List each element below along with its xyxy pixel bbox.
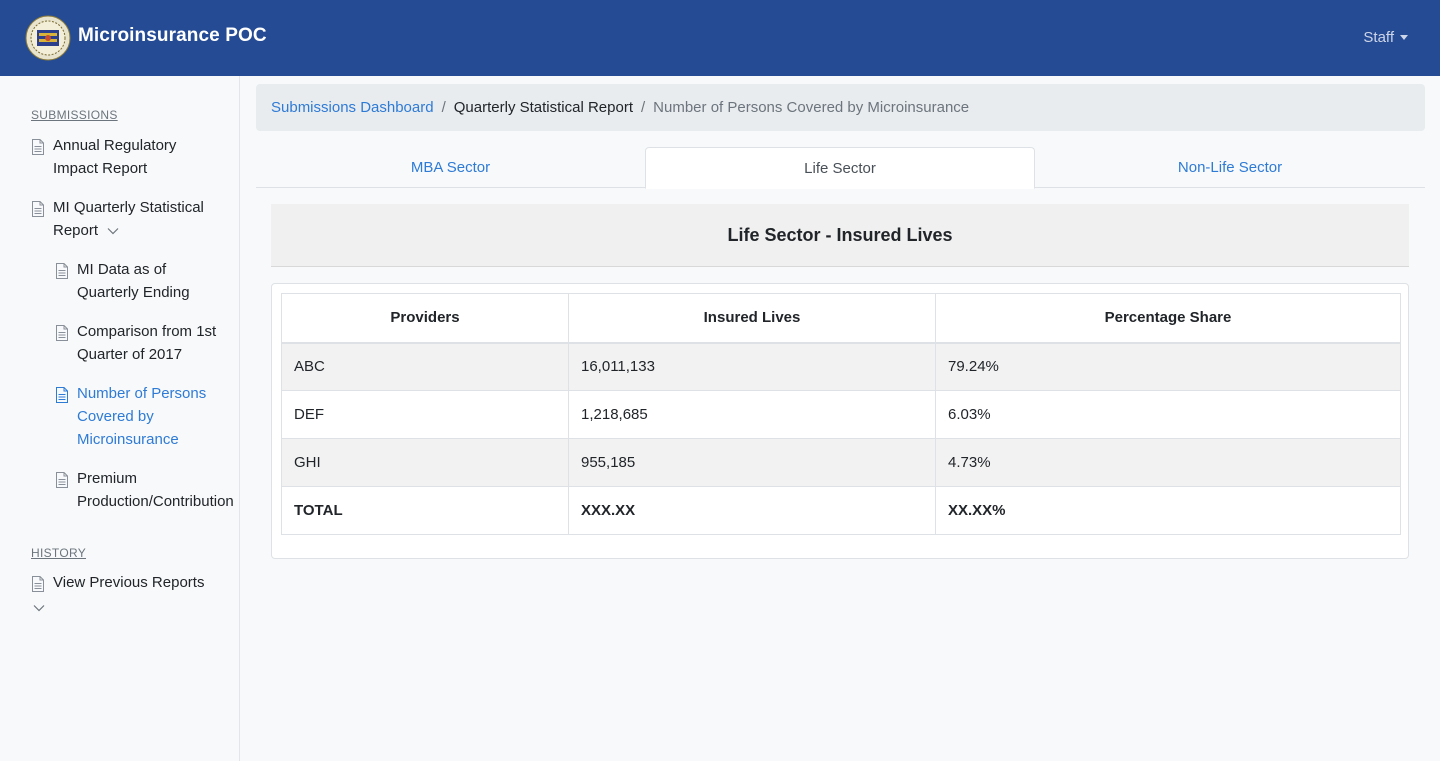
document-icon <box>56 263 68 279</box>
sidebar-item-premium-production[interactable]: Premium Production/Contribution <box>55 467 234 513</box>
document-icon <box>32 201 44 217</box>
user-menu-dropdown[interactable]: Staff <box>1363 29 1408 46</box>
tab-non-life-sector[interactable]: Non-Life Sector <box>1177 159 1283 176</box>
caret-down-icon <box>1400 35 1408 40</box>
document-icon <box>56 472 68 488</box>
breadcrumb-current: Number of Persons Covered by Microinsura… <box>653 99 970 116</box>
sidebar-item-label: MI Quarterly Statistical Report <box>53 199 204 239</box>
cell-insured-lives: XXX.XX <box>568 486 936 535</box>
sidebar-item-label: Comparison from 1st Quarter of 2017 <box>77 323 217 363</box>
sidebar-item-label: View Previous Reports <box>53 574 205 591</box>
sidebar-item-label: MI Data as of Quarterly Ending <box>77 261 190 301</box>
cell-provider: GHI <box>281 438 569 487</box>
cell-percentage-share: 79.24% <box>935 342 1401 391</box>
tab-life-sector[interactable]: Life Sector <box>645 147 1035 189</box>
cell-percentage-share: 4.73% <box>935 438 1401 487</box>
cell-insured-lives: 16,011,133 <box>568 342 936 391</box>
sidebar-item-annual-regulatory-impact-report[interactable]: Annual Regulatory Impact Report <box>31 134 221 180</box>
tab-mba-sector[interactable]: MBA Sector <box>410 159 491 176</box>
breadcrumb-separator: / <box>441 99 446 116</box>
sidebar-item-mi-quarterly-statistical-report[interactable]: MI Quarterly Statistical Report <box>31 196 221 242</box>
document-icon <box>32 576 44 592</box>
table-row: GHI 955,185 4.73% <box>281 438 1401 487</box>
table-header-row: Providers Insured Lives Percentage Share <box>281 293 1401 344</box>
chevron-down-icon[interactable] <box>107 227 119 235</box>
sidebar-item-mi-data-quarterly-ending[interactable]: MI Data as of Quarterly Ending <box>55 258 225 304</box>
cell-insured-lives: 955,185 <box>568 438 936 487</box>
table-total-row: TOTAL XXX.XX XX.XX% <box>281 486 1401 535</box>
report-table-card: Providers Insured Lives Percentage Share… <box>271 283 1409 559</box>
sidebar-item-comparison-q1-2017[interactable]: Comparison from 1st Quarter of 2017 <box>55 320 225 366</box>
document-icon <box>32 139 44 155</box>
sidebar: SUBMISSIONS Annual Regulatory Impact Rep… <box>0 76 240 761</box>
insured-lives-table: Providers Insured Lives Percentage Share… <box>281 293 1401 535</box>
column-header-insured-lives: Insured Lives <box>568 293 936 344</box>
table-row: ABC 16,011,133 79.24% <box>281 342 1401 391</box>
cell-provider: TOTAL <box>281 486 569 535</box>
column-header-percentage-share: Percentage Share <box>935 293 1401 344</box>
cell-percentage-share: XX.XX% <box>935 486 1401 535</box>
table-row: DEF 1,218,685 6.03% <box>281 390 1401 439</box>
sidebar-section-history: HISTORY <box>31 546 87 560</box>
user-menu-label: Staff <box>1363 29 1394 46</box>
seal-logo-icon[interactable] <box>25 15 71 61</box>
sidebar-item-label: Premium Production/Contribution <box>77 470 234 510</box>
sidebar-item-persons-covered[interactable]: Number of Persons Covered by Microinsura… <box>55 382 225 451</box>
cell-provider: DEF <box>281 390 569 439</box>
sidebar-item-label: Annual Regulatory Impact Report <box>53 137 177 177</box>
cell-insured-lives: 1,218,685 <box>568 390 936 439</box>
report-title: Life Sector - Insured Lives <box>271 204 1409 267</box>
sector-tabs: MBA Sector Life Sector Non-Life Sector <box>256 147 1425 189</box>
sidebar-section-submissions: SUBMISSIONS <box>31 108 118 122</box>
app-title[interactable]: Microinsurance POC <box>78 25 267 46</box>
breadcrumb-quarterly-statistical-report[interactable]: Quarterly Statistical Report <box>453 99 633 116</box>
breadcrumb-separator: / <box>641 99 646 116</box>
column-header-providers: Providers <box>281 293 569 344</box>
breadcrumb: Submissions Dashboard / Quarterly Statis… <box>256 84 1425 131</box>
document-icon <box>56 325 68 341</box>
chevron-down-icon[interactable] <box>33 604 45 612</box>
cell-provider: ABC <box>281 342 569 391</box>
sidebar-item-view-previous-reports[interactable]: View Previous Reports <box>31 571 221 594</box>
cell-percentage-share: 6.03% <box>935 390 1401 439</box>
breadcrumb-submissions-dashboard[interactable]: Submissions Dashboard <box>271 99 434 116</box>
top-navbar: Microinsurance POC Staff <box>0 0 1440 76</box>
sidebar-item-label: Number of Persons Covered by Microinsura… <box>77 385 207 448</box>
document-icon <box>56 387 68 403</box>
